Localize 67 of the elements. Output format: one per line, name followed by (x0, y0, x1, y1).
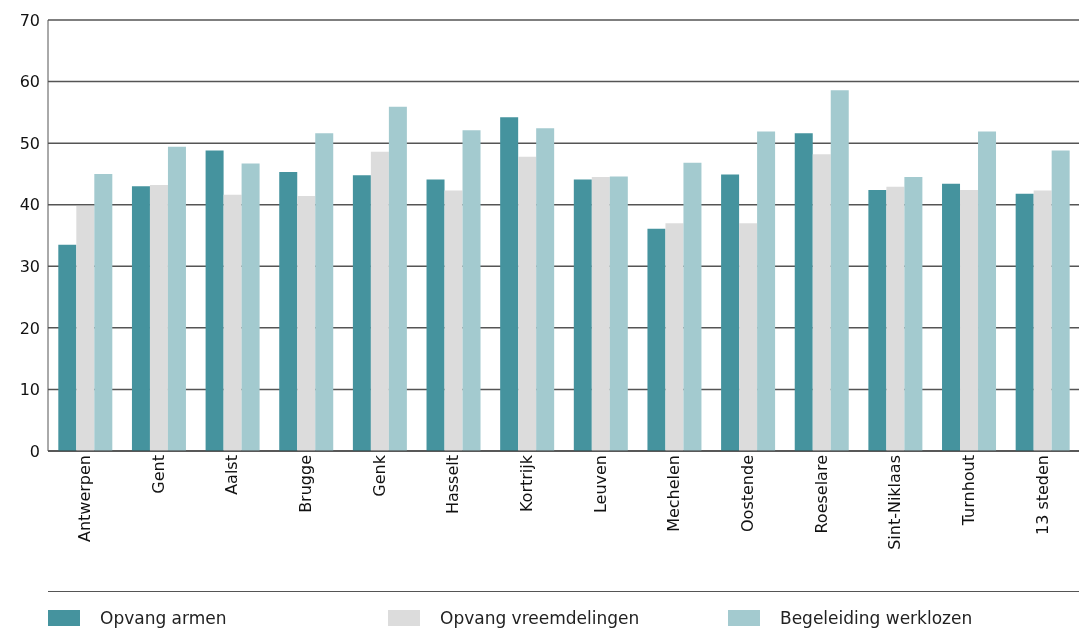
bar (757, 131, 776, 451)
bar (665, 223, 684, 451)
x-tick-label: Oostende (737, 455, 757, 532)
y-tick-label: 10 (19, 380, 40, 400)
bar (573, 179, 592, 451)
bar (241, 163, 260, 451)
y-tick-label: 20 (19, 318, 40, 338)
bar (721, 174, 740, 451)
bar (462, 130, 481, 451)
legend-label: Opvang vreemdelingen (440, 608, 640, 628)
x-tick-label: Leuven (590, 455, 610, 514)
bar (960, 189, 979, 451)
x-tick-label: Kortrijk (517, 454, 537, 513)
x-tick-label: Sint-Niklaas (885, 455, 905, 550)
bar (279, 172, 298, 451)
bar (978, 131, 997, 451)
x-tick-label: Mechelen (664, 455, 684, 532)
bar (149, 185, 168, 451)
bar (830, 90, 849, 451)
bar (739, 223, 758, 451)
bar (370, 151, 389, 451)
bar (131, 186, 150, 451)
bar (609, 176, 628, 451)
y-tick-label: 50 (19, 133, 40, 153)
y-tick-label: 70 (19, 10, 40, 30)
x-tick-label: Turnhout (958, 455, 978, 527)
bar (812, 154, 831, 451)
bar (1015, 193, 1034, 451)
bar (315, 133, 334, 451)
bar (76, 205, 95, 451)
x-tick-label: Genk (369, 454, 389, 497)
bar (683, 162, 702, 451)
bar (388, 106, 407, 451)
y-tick-label: 0 (29, 441, 40, 461)
legend-label: Opvang armen (100, 608, 227, 628)
bar (426, 179, 445, 451)
bar (223, 194, 242, 451)
x-tick-label: Aalst (222, 455, 242, 495)
bar (1051, 150, 1070, 451)
bar (444, 190, 463, 451)
legend-label: Begeleiding werklozen (780, 608, 973, 628)
bar (1033, 190, 1052, 451)
bar (794, 133, 813, 451)
bar (536, 128, 555, 451)
bar (942, 183, 961, 451)
bar (591, 177, 610, 451)
x-tick-label: Gent (148, 455, 168, 494)
x-tick-label: Brugge (296, 455, 316, 513)
bar (205, 150, 224, 451)
bar (167, 146, 186, 451)
bar (58, 244, 77, 451)
bar (886, 186, 905, 451)
bar (352, 175, 371, 451)
bar (500, 117, 519, 451)
bar (868, 189, 887, 451)
x-tick-label: Antwerpen (75, 455, 95, 543)
x-tick-label: 13 steden (1032, 455, 1052, 536)
bar (297, 196, 316, 451)
y-tick-label: 40 (19, 195, 40, 215)
bar (647, 228, 666, 451)
bar (94, 173, 113, 451)
bar (904, 177, 923, 451)
x-tick-label: Roeselare (811, 455, 831, 534)
bar (518, 156, 537, 451)
x-tick-label: Hasselt (443, 455, 463, 515)
y-tick-label: 30 (19, 256, 40, 276)
y-tick-label: 60 (19, 72, 40, 92)
